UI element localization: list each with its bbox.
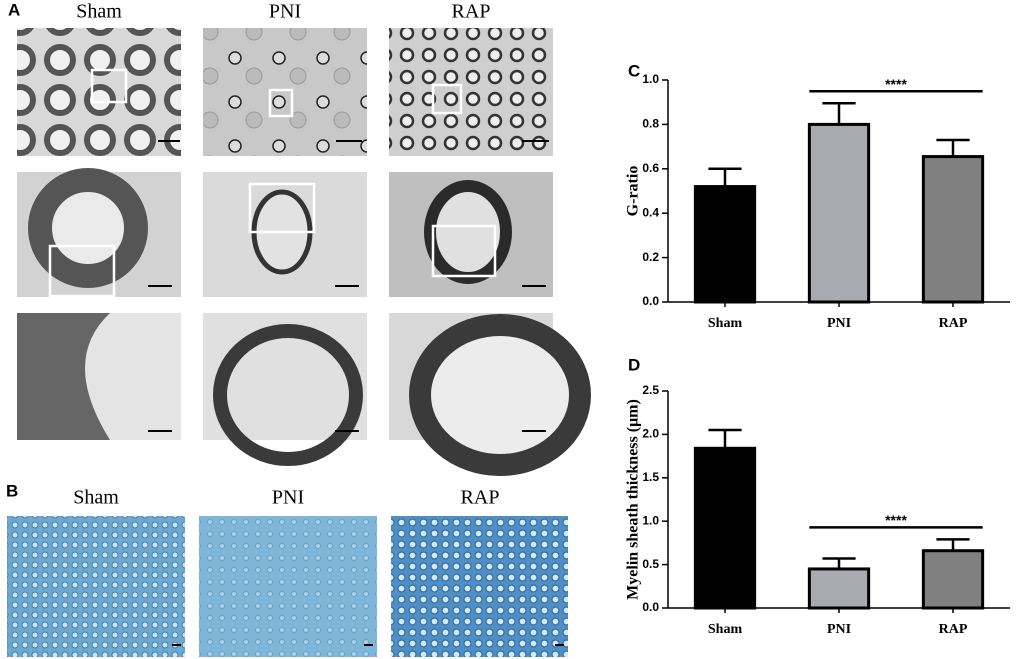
zoom-box [248,182,316,234]
bar [693,446,757,610]
bar [921,549,985,610]
y-tick-label: 0.0 [642,600,659,614]
y-tick-label: 0.0 [642,294,659,308]
x-tick-label: PNI [827,622,851,637]
x-tick-label: Sham [708,316,743,331]
y-tick-label: 0.6 [642,161,659,175]
zoom-box [268,88,294,118]
bar [807,122,871,304]
significance-label: **** [885,76,907,92]
tem-image [389,28,553,156]
tem-image [17,28,181,156]
column-title: Sham [73,487,119,509]
x-tick-label: Sham [708,622,743,637]
y-tick-label: 0.4 [642,205,659,219]
panel-label: C [628,61,640,80]
x-tick-label: PNI [827,316,851,331]
myelin [409,314,591,476]
bar [921,155,985,304]
scale-bars [148,140,549,432]
y-tick-label: 2.0 [642,427,659,441]
y-tick-label: 1.0 [642,72,659,86]
bar [693,185,757,304]
myelin [424,180,512,284]
y-tick-label: 1.0 [642,513,659,527]
tem-images [17,28,591,476]
significance-label: **** [885,512,907,528]
panel-label: A [8,0,20,19]
column-title: RAP [461,487,500,509]
tem-image [203,28,367,156]
zoom-box [431,83,463,115]
y-tick-label: 0.8 [642,117,659,131]
zoom-box [48,244,116,298]
y-tick-label: 0.2 [642,250,659,264]
y-tick-label: 2.5 [642,383,659,397]
stain-image [391,516,568,657]
panel-label: D [628,355,640,374]
myelin [17,313,110,440]
y-axis-label: G-ratio [625,166,642,217]
column-title: PNI [272,487,304,509]
zoom-box [431,224,497,278]
stain-image [199,516,377,657]
x-tick-label: RAP [939,316,968,331]
x-tick-label: RAP [939,622,968,637]
zoom-box [90,68,128,104]
y-tick-label: 0.5 [642,557,659,571]
column-title: RAP [452,1,491,23]
column-title: PNI [269,1,301,23]
bar [807,567,871,610]
column-title: Sham [76,1,122,23]
stain-images [7,516,568,657]
y-tick-label: 1.5 [642,470,659,484]
stain-image [7,516,185,657]
myelin [213,324,363,466]
y-axis-label: Myelin sheath thickness (μm) [625,399,642,600]
myelin [28,168,148,288]
panel-label: B [6,481,18,500]
